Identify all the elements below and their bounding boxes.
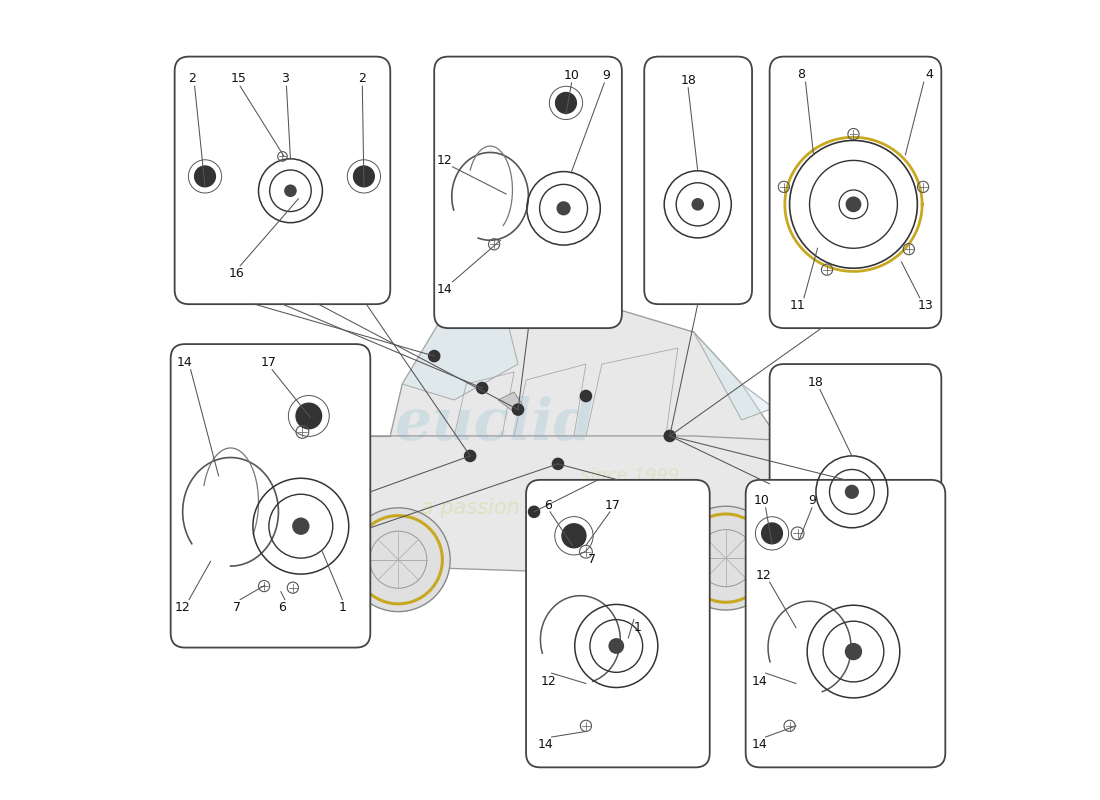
Text: 14: 14 <box>538 738 554 751</box>
Text: 3: 3 <box>280 73 289 86</box>
Text: 16: 16 <box>229 267 245 280</box>
Circle shape <box>556 93 576 114</box>
Polygon shape <box>322 464 362 520</box>
Circle shape <box>562 524 586 548</box>
Text: 14: 14 <box>437 283 452 296</box>
Text: 9: 9 <box>602 70 609 82</box>
Circle shape <box>692 198 703 210</box>
Text: 14: 14 <box>752 674 768 688</box>
Text: 18: 18 <box>807 376 823 389</box>
Text: 12: 12 <box>437 154 452 167</box>
Text: 6: 6 <box>278 601 286 614</box>
FancyBboxPatch shape <box>645 57 752 304</box>
Text: 17: 17 <box>261 356 277 369</box>
Polygon shape <box>694 332 773 420</box>
Text: euclid: euclid <box>394 396 594 452</box>
Text: 6: 6 <box>543 499 551 512</box>
Circle shape <box>476 382 487 394</box>
Text: 12: 12 <box>756 569 772 582</box>
Circle shape <box>195 166 216 186</box>
Circle shape <box>353 166 374 186</box>
Text: 1: 1 <box>339 601 346 614</box>
Circle shape <box>346 508 450 612</box>
FancyBboxPatch shape <box>526 480 710 767</box>
Text: 11: 11 <box>790 299 805 312</box>
Text: 14: 14 <box>752 738 768 751</box>
Circle shape <box>581 390 592 402</box>
Text: 7: 7 <box>233 601 241 614</box>
Text: 13: 13 <box>917 299 933 312</box>
Text: 2: 2 <box>359 73 366 86</box>
FancyBboxPatch shape <box>770 364 942 596</box>
Circle shape <box>761 523 782 544</box>
Circle shape <box>296 403 321 429</box>
Circle shape <box>429 350 440 362</box>
Text: 4: 4 <box>925 69 933 82</box>
Text: 8: 8 <box>798 69 805 82</box>
Text: a passion for parts: a passion for parts <box>421 498 615 518</box>
Circle shape <box>846 197 860 211</box>
Text: 1: 1 <box>634 621 641 634</box>
FancyBboxPatch shape <box>434 57 621 328</box>
FancyBboxPatch shape <box>746 480 945 767</box>
Text: 14: 14 <box>177 356 192 369</box>
Polygon shape <box>318 300 805 512</box>
Circle shape <box>664 430 675 442</box>
Text: 17: 17 <box>604 499 620 512</box>
Circle shape <box>528 506 540 518</box>
Text: since 1999: since 1999 <box>581 467 679 485</box>
Text: 2: 2 <box>188 73 196 86</box>
Text: 9: 9 <box>808 494 816 507</box>
FancyBboxPatch shape <box>170 344 371 647</box>
Polygon shape <box>403 300 518 400</box>
Circle shape <box>674 506 778 610</box>
Text: 10: 10 <box>563 70 580 82</box>
Polygon shape <box>498 392 522 412</box>
Circle shape <box>609 638 624 653</box>
Circle shape <box>552 458 563 470</box>
Text: 18: 18 <box>680 74 696 87</box>
Circle shape <box>464 450 475 462</box>
Circle shape <box>846 643 861 659</box>
Polygon shape <box>318 432 805 572</box>
Circle shape <box>558 202 570 214</box>
Text: 12: 12 <box>175 601 190 614</box>
Circle shape <box>285 185 296 196</box>
FancyBboxPatch shape <box>770 57 942 328</box>
Text: 7: 7 <box>588 554 596 566</box>
Circle shape <box>846 486 858 498</box>
FancyBboxPatch shape <box>175 57 390 304</box>
Circle shape <box>293 518 309 534</box>
Text: 10: 10 <box>754 494 770 507</box>
Text: 15: 15 <box>231 73 246 86</box>
Circle shape <box>513 404 524 415</box>
Text: 12: 12 <box>540 674 557 688</box>
